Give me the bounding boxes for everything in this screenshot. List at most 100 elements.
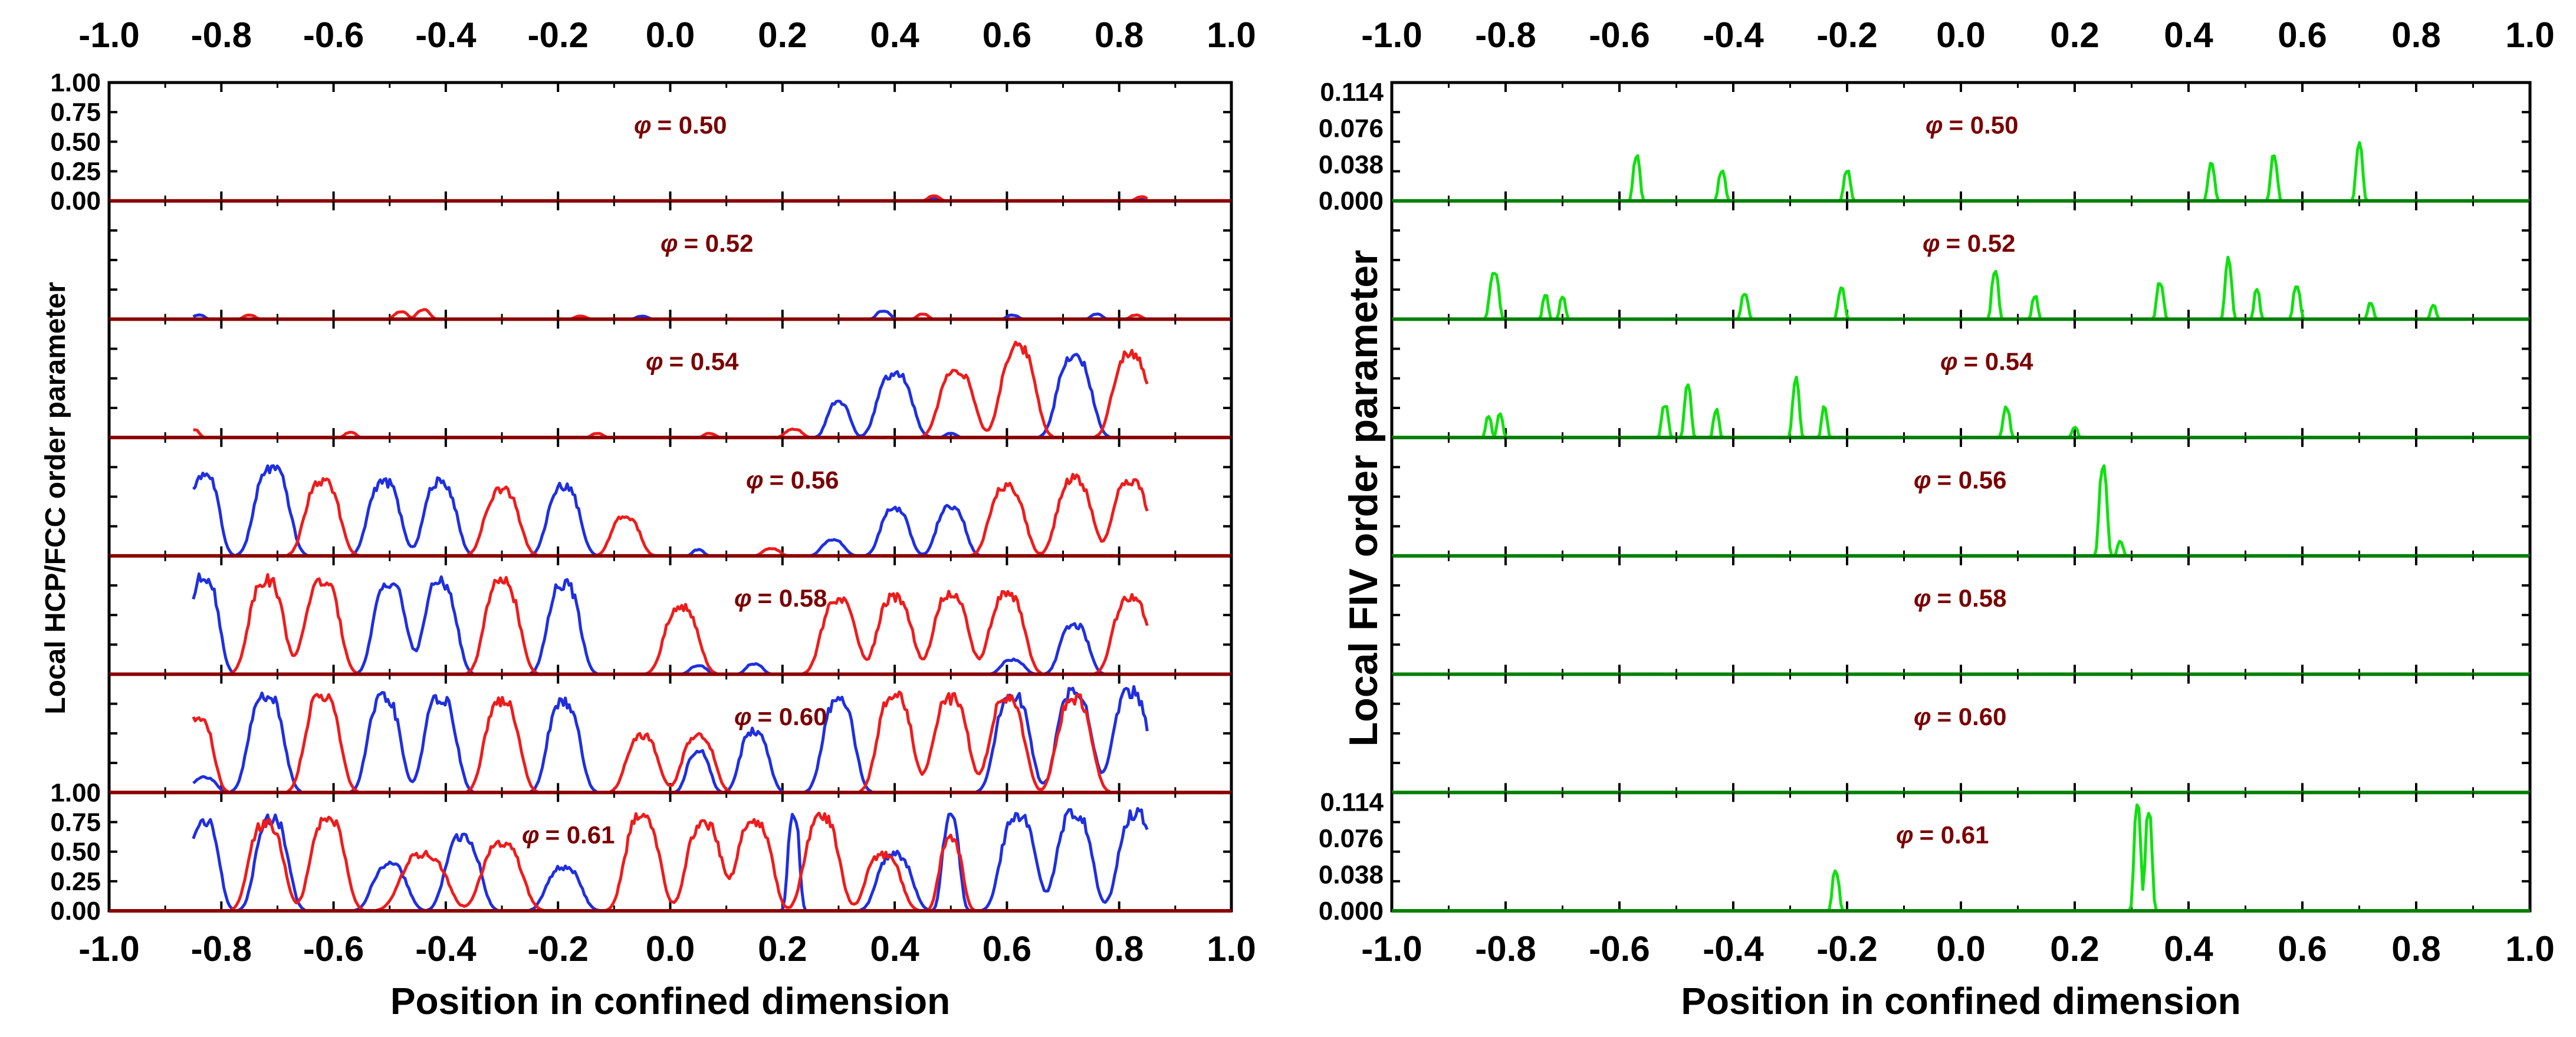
panel-3: φ = 0.54 (108, 319, 1233, 440)
phi-value: = 0.50 (658, 111, 727, 139)
x-tick-label-bottom: 0.8 (1095, 929, 1144, 969)
x-tick-label-top: -0.2 (528, 15, 589, 55)
phi-symbol: φ (1926, 111, 1943, 139)
x-tick-label-top: 0.0 (1936, 15, 1985, 55)
x-tick-label-bottom: -0.4 (415, 929, 477, 969)
x-tick-label-top: -0.6 (1589, 15, 1650, 55)
series-line-blue (192, 464, 1148, 558)
x-tick-label-top: 0.4 (870, 15, 919, 55)
x-tick-label-top: 0.2 (2050, 15, 2099, 55)
y-tick-label: 0.038 (1319, 860, 1384, 889)
x-tick-label-top: 0.4 (2164, 15, 2213, 55)
x-tick-label-bottom: -0.6 (1589, 929, 1650, 969)
phi-value: = 0.56 (770, 466, 839, 493)
x-tick-label-top: -1.0 (1361, 15, 1422, 55)
x-tick-label-bottom: 0.6 (2278, 929, 2327, 969)
phi-label: φ = 0.50 (634, 111, 727, 139)
phi-label: φ = 0.56 (1914, 466, 2007, 493)
x-tick-label-bottom: -0.8 (1475, 929, 1536, 969)
phi-symbol: φ (661, 229, 678, 257)
phi-label: φ = 0.61 (1896, 821, 1989, 849)
phi-label: φ = 0.61 (522, 821, 615, 849)
x-tick-label-top: -0.2 (1816, 15, 1877, 55)
y-tick-label: 0.114 (1320, 788, 1384, 817)
x-tick-label-top: 1.0 (1207, 15, 1256, 55)
panel-2: φ = 0.52 (108, 200, 1233, 321)
phi-value: = 0.52 (684, 229, 754, 257)
x-tick-label-top: -0.8 (191, 15, 252, 55)
x-tick-label-bottom: -1.0 (78, 929, 139, 969)
phi-value: = 0.50 (1949, 111, 2019, 139)
x-tick-label-bottom: -1.0 (1361, 929, 1422, 969)
x-tick-label-bottom: -0.2 (528, 929, 589, 969)
y-tick-label: 0.000 (1319, 187, 1384, 216)
x-tick-label-top: -1.0 (78, 15, 139, 55)
phi-label: φ = 0.58 (1914, 584, 2007, 612)
panel-1: φ = 0.50 (108, 83, 1233, 203)
phi-value: = 0.52 (1946, 229, 2016, 257)
panel-7: φ = 0.61 (108, 792, 1233, 913)
y-tick-label: 0.75 (50, 98, 101, 127)
phi-value: = 0.60 (1937, 703, 2007, 730)
y-tick-label: 0.038 (1319, 150, 1384, 179)
phi-label: φ = 0.54 (1940, 348, 2033, 376)
x-tick-label-bottom: -0.2 (1816, 929, 1877, 969)
y-tick-label: 0.076 (1319, 114, 1384, 143)
x-tick-label-top: -0.6 (303, 15, 364, 55)
phi-value: = 0.58 (1937, 584, 2007, 612)
x-tick-label-top: -0.4 (415, 15, 477, 55)
phi-label: φ = 0.58 (734, 584, 827, 612)
x-axis-title: Position in confined dimension (390, 980, 950, 1022)
y-tick-label: 0.114 (1320, 78, 1384, 107)
y-tick-label: 0.50 (50, 838, 101, 867)
y-tick-label: 0.25 (50, 867, 101, 896)
phi-symbol: φ (1940, 348, 1958, 376)
x-tick-label-top: 0.0 (646, 15, 695, 55)
phi-value: = 0.56 (1937, 466, 2007, 493)
y-tick-label: 0.75 (50, 808, 101, 837)
x-axis-title: Position in confined dimension (1681, 980, 2240, 1022)
x-tick-label-top: 0.6 (983, 15, 1031, 55)
phi-symbol: φ (1923, 229, 1940, 257)
y-tick-label: 1.00 (50, 68, 101, 97)
phi-value: = 0.61 (546, 821, 615, 849)
x-tick-label-bottom: 1.0 (1207, 929, 1256, 969)
x-tick-label-top: 0.8 (2391, 15, 2440, 55)
x-tick-label-bottom: -0.4 (1703, 929, 1764, 969)
panel-6: φ = 0.60 (108, 674, 1233, 795)
series-line-red (192, 690, 1148, 794)
x-tick-label-top: -0.4 (1703, 15, 1764, 55)
y-tick-label: 0.076 (1319, 824, 1384, 853)
chart-2: φ = 0.50φ = 0.52φ = 0.54φ = 0.56φ = 0.58φ = 0.… (1319, 15, 2555, 1022)
panel-6: φ = 0.60 (1391, 674, 2531, 795)
panel-4: φ = 0.56 (108, 437, 1233, 558)
phi-value: = 0.54 (669, 348, 740, 376)
x-tick-label-bottom: 0.2 (2050, 929, 2099, 969)
x-tick-label-bottom: 0.0 (1936, 929, 1985, 969)
phi-label: φ = 0.60 (734, 703, 827, 730)
panel-4: φ = 0.56 (1391, 437, 2531, 558)
series-line-red (193, 573, 1149, 676)
phi-label: φ = 0.56 (746, 466, 839, 493)
y-tick-label: 0.00 (50, 897, 101, 926)
x-tick-label-bottom: 0.0 (646, 929, 695, 969)
phi-symbol: φ (1914, 703, 1931, 730)
phi-label: φ = 0.52 (661, 229, 754, 257)
series-line-blue (192, 572, 1148, 676)
phi-symbol: φ (522, 821, 540, 849)
y-axis-title: Local FIV order parameter (1341, 250, 1386, 747)
x-tick-label-bottom: 0.4 (870, 929, 919, 969)
panel-5: φ = 0.58 (108, 555, 1233, 676)
panel-7: φ = 0.61 (1391, 792, 2531, 913)
y-tick-label: 0.000 (1319, 897, 1384, 926)
x-tick-label-bottom: 1.0 (2505, 929, 2554, 969)
x-tick-label-top: 1.0 (2505, 15, 2554, 55)
y-tick-label: 0.50 (50, 127, 101, 156)
series-line-red (193, 811, 1148, 913)
x-tick-label-bottom: 0.4 (2164, 929, 2213, 969)
phi-symbol: φ (634, 111, 652, 139)
phi-symbol: φ (1896, 821, 1914, 849)
phi-value: = 0.60 (758, 703, 827, 730)
x-tick-label-bottom: 0.2 (758, 929, 807, 969)
